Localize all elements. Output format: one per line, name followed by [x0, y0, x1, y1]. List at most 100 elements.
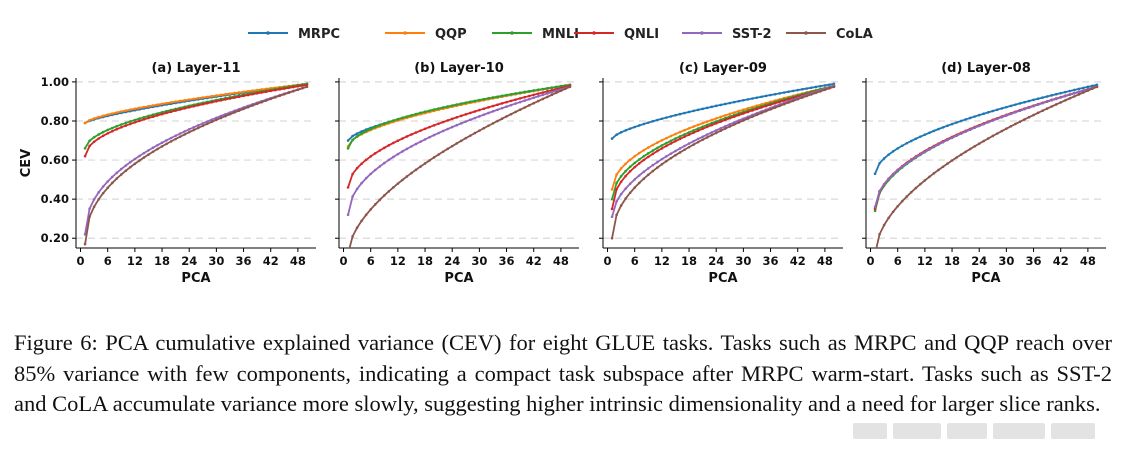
data-point-sst-2 — [446, 127, 449, 131]
data-point-qnli — [147, 116, 150, 120]
data-point-cola — [264, 99, 268, 102]
legend-label-mrpc: MRPC — [298, 27, 340, 42]
data-point-qqp — [746, 107, 750, 110]
data-point-sst-2 — [950, 136, 954, 139]
panel-b-layer-10: (b) Layer-10 0 6 12 18 24 30 36 42 48 PCA — [335, 61, 579, 286]
data-point-cola — [1018, 120, 1022, 123]
data-point-sst-2 — [923, 150, 927, 153]
data-point-sst-2 — [500, 106, 504, 110]
data-point-cola — [405, 175, 409, 178]
data-point-mnli — [692, 129, 695, 132]
data-point-qnli — [760, 106, 763, 109]
x-tick-label: 42 — [263, 254, 279, 268]
series-cola — [610, 85, 836, 240]
series-cola — [875, 85, 1099, 248]
data-point-qnli — [210, 100, 214, 104]
data-point-cola — [446, 147, 449, 151]
data-point-mrpc — [678, 112, 682, 116]
data-point-cola — [642, 177, 646, 181]
data-point-qnli — [237, 95, 241, 99]
data-point-qnli — [287, 86, 291, 90]
data-point-mrpc — [692, 109, 695, 113]
data-point-qnli — [142, 118, 146, 121]
series-line-sst-2 — [611, 84, 835, 217]
data-point-cola — [714, 131, 718, 135]
data-point-qqp — [737, 109, 741, 113]
data-point-sst-2 — [710, 131, 713, 134]
data-point-sst-2 — [928, 147, 931, 151]
data-point-sst-2 — [527, 97, 531, 101]
legend-entry-cola: CoLA — [786, 27, 873, 42]
data-point-qnli — [496, 103, 499, 106]
data-point-mrpc — [805, 87, 809, 90]
legend-entry-mrpc: MRPC — [248, 27, 340, 42]
data-point-cola — [246, 105, 250, 109]
data-point-mnli — [527, 89, 531, 93]
data-point-sst-2 — [505, 105, 508, 108]
legend-entry-qqp: QQP — [385, 27, 467, 42]
data-point-mnli — [382, 122, 386, 125]
x-tick-label: 36 — [499, 254, 515, 268]
data-point-qnli — [628, 170, 632, 173]
data-point-cola — [115, 177, 119, 180]
x-tick-label: 48 — [553, 254, 569, 268]
data-point-sst-2 — [455, 123, 459, 127]
data-point-cola — [224, 114, 227, 118]
data-point-cola — [292, 89, 295, 93]
data-point-sst-2 — [1073, 92, 1076, 95]
data-point-cola — [996, 132, 999, 135]
data-point-qqp — [106, 113, 109, 116]
data-point-mnli — [355, 135, 359, 138]
data-point-qnli — [255, 92, 259, 95]
series-line-cola — [84, 85, 308, 245]
data-point-cola — [900, 199, 904, 203]
data-point-sst-2 — [674, 149, 677, 153]
data-point-sst-2 — [206, 120, 209, 123]
data-point-qnli — [110, 129, 114, 133]
data-point-qnli — [206, 101, 209, 105]
legend-label-sst-2: SST-2 — [732, 27, 772, 42]
data-point-cola — [410, 171, 413, 175]
data-point-sst-2 — [201, 122, 205, 125]
data-point-sst-2 — [986, 120, 990, 124]
data-point-cola — [378, 198, 382, 202]
data-point-sst-2 — [124, 164, 128, 167]
data-point-cola — [696, 140, 700, 144]
legend-label-qqp: QQP — [435, 27, 467, 42]
data-point-mrpc — [751, 97, 754, 100]
data-point-sst-2 — [138, 154, 141, 158]
data-point-qnli — [264, 90, 268, 94]
data-point-cola — [414, 168, 418, 172]
data-point-cola — [1077, 93, 1081, 96]
data-point-sst-2 — [1005, 114, 1008, 117]
data-point-mnli — [119, 123, 123, 126]
data-point-qqp — [224, 93, 227, 96]
data-point-sst-2 — [355, 187, 359, 191]
data-point-qnli — [405, 135, 409, 138]
data-point-sst-2 — [419, 140, 422, 143]
panel-title: (d) Layer-08 — [941, 61, 1031, 76]
data-point-sst-2 — [891, 173, 895, 176]
data-point-cola — [505, 115, 508, 118]
data-point-mrpc — [760, 95, 763, 99]
data-point-sst-2 — [142, 151, 146, 155]
data-point-sst-2 — [1054, 97, 1058, 101]
data-point-sst-2 — [165, 139, 168, 142]
x-tick-label: 6 — [104, 254, 112, 268]
data-point-cola — [1036, 111, 1040, 115]
x-tick-label: 6 — [631, 254, 639, 268]
data-point-qnli — [523, 95, 526, 99]
data-point-sst-2 — [174, 134, 177, 138]
data-point-cola — [1000, 129, 1004, 133]
data-point-mnli — [646, 152, 650, 155]
data-point-mnli — [624, 169, 627, 173]
data-point-mrpc — [660, 117, 664, 121]
data-point-sst-2 — [536, 94, 540, 98]
data-point-cola — [610, 236, 614, 240]
data-point-cola — [305, 85, 309, 89]
data-point-qqp — [210, 94, 214, 98]
data-point-mnli — [610, 197, 614, 201]
data-point-mrpc — [1068, 89, 1072, 93]
series-line-cola — [875, 85, 1098, 248]
data-point-qnli — [773, 101, 777, 105]
